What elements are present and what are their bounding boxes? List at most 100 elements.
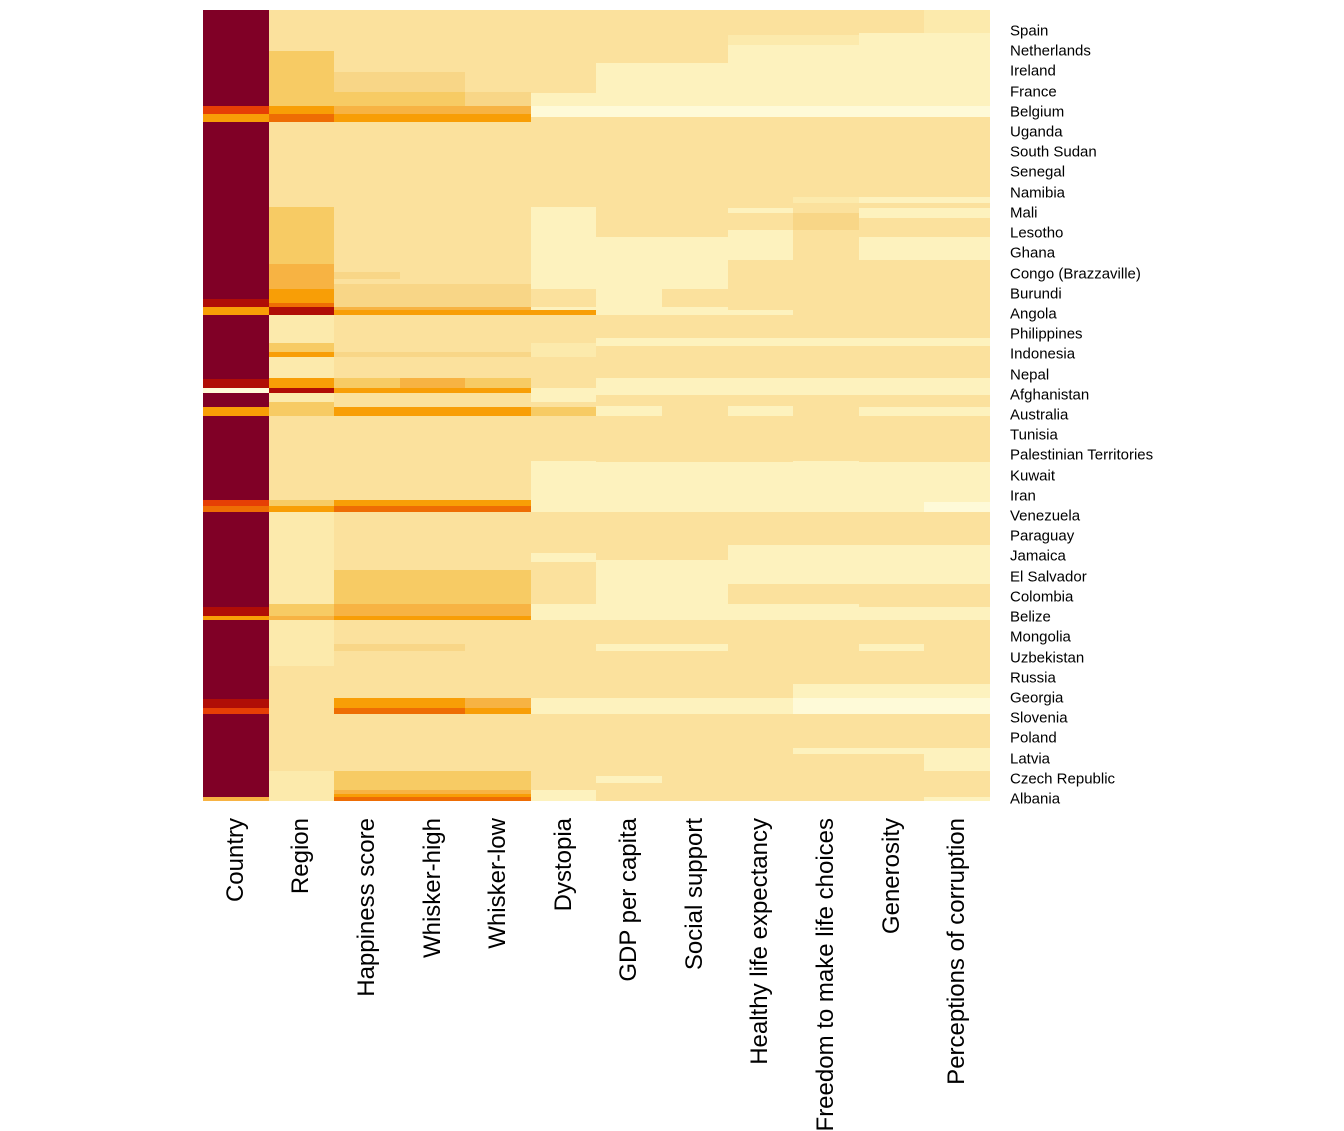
heatmap-cell: [334, 392, 401, 407]
heatmap-cell: [399, 789, 466, 794]
heatmap-cell: [465, 306, 532, 311]
heatmap-cell: [334, 794, 401, 798]
heatmap-cell: [334, 378, 401, 388]
heatmap-cell: [858, 748, 925, 754]
heatmap-cell: [793, 604, 860, 620]
heatmap-cell: [399, 771, 466, 790]
heatmap-cell: [334, 771, 401, 790]
heatmap-cell: [662, 10, 729, 64]
heatmap-cell: [268, 506, 335, 513]
heatmap-cell: [924, 10, 991, 34]
heatmap-cell: [399, 106, 466, 114]
heatmap-cell: [727, 208, 794, 214]
heatmap-column: [793, 0, 860, 802]
heatmap-cell: [727, 116, 794, 209]
heatmap-cell: [465, 499, 532, 506]
heatmap-cell: [924, 395, 991, 407]
heatmap-cell: [465, 570, 532, 604]
heatmap-cell: [662, 620, 729, 644]
heatmap-cell: [596, 462, 663, 513]
heatmap-cell: [399, 351, 466, 357]
heatmap-cell: [858, 462, 925, 513]
heatmap-cell: [268, 620, 335, 666]
heatmap-cell: [793, 346, 860, 379]
heatmap-cell: [203, 392, 270, 407]
heatmap-cell: [924, 218, 991, 237]
heatmap-cell: [268, 378, 335, 388]
heatmap-cell: [662, 306, 729, 315]
heatmap-column: [334, 0, 401, 802]
heatmap-cell: [334, 789, 401, 794]
heatmap-cell: [858, 106, 925, 117]
heatmap-cell: [858, 416, 925, 462]
heatmap-cell: [399, 698, 466, 708]
heatmap-cell: [334, 620, 401, 644]
heatmap-cell: [465, 392, 532, 407]
heatmap-cell: [596, 346, 663, 378]
heatmap-cell: [793, 378, 860, 395]
heatmap-cell: [858, 236, 925, 260]
heatmap-cell: [399, 570, 466, 604]
row-label: Mongolia: [1010, 628, 1071, 646]
heatmap-cell: [530, 356, 597, 388]
heatmap-cell: [924, 620, 991, 684]
heatmap-cell: [203, 606, 270, 616]
heatmap-cell: [924, 545, 991, 584]
heatmap-cell: [334, 114, 401, 122]
heatmap-cell: [596, 236, 663, 315]
heatmap-cell: [268, 512, 335, 604]
heatmap-cell: [334, 644, 401, 651]
heatmap-cell: [530, 789, 597, 802]
heatmap-cell: [399, 707, 466, 715]
heatmap-cell: [399, 121, 466, 284]
heatmap-cell: [793, 45, 860, 106]
heatmap-cell: [924, 502, 991, 513]
row-label: Georgia: [1010, 689, 1064, 707]
heatmap-cell: [465, 114, 532, 122]
heatmap-cell: [596, 698, 663, 715]
heatmap-cell: [465, 351, 532, 357]
row-label: France: [1010, 83, 1057, 101]
heatmap-cell: [268, 615, 335, 620]
heatmap-column: [596, 0, 663, 802]
heatmap-cell: [465, 416, 532, 500]
heatmap-cell: [399, 512, 466, 570]
heatmap-cell: [268, 351, 335, 357]
heatmap-cell: [727, 545, 794, 584]
heatmap-cell: [596, 620, 663, 644]
heatmap-cell: [858, 33, 925, 106]
heatmap-cell: [399, 392, 466, 407]
heatmap-cell: [793, 35, 860, 45]
heatmap-column: [268, 0, 335, 802]
heatmap-cell: [530, 106, 597, 117]
row-label: Ghana: [1010, 244, 1056, 262]
heatmap-cell: [334, 315, 401, 352]
col-label: Region: [287, 818, 315, 895]
heatmap-cell: [399, 797, 466, 802]
heatmap-cell: [465, 604, 532, 616]
heatmap-cell: [268, 307, 335, 315]
row-label: Burundi: [1010, 285, 1062, 303]
heatmap-cell: [727, 378, 794, 395]
heatmap-cell: [203, 387, 270, 393]
heatmap-cell: [858, 651, 925, 684]
heatmap-cell: [334, 698, 401, 708]
heatmap-cell: [727, 620, 794, 698]
heatmap-cell: [596, 714, 663, 776]
heatmap-cell: [924, 378, 991, 395]
row-label: Spain: [1010, 22, 1049, 40]
heatmap-cell: [858, 338, 925, 347]
heatmap-cell: [530, 343, 597, 357]
heatmap-cell: [399, 378, 466, 388]
heatmap-cell: [530, 10, 597, 93]
heatmap-cell: [596, 651, 663, 698]
heatmap-cell: [662, 512, 729, 560]
heatmap-cell: [465, 284, 532, 307]
heatmap-cell: [924, 236, 991, 260]
heatmap-cell: [334, 10, 401, 72]
heatmap-cell: [334, 71, 401, 92]
heatmap-cell: [662, 651, 729, 698]
heatmap-cell: [203, 797, 270, 802]
heatmap-cell: [727, 346, 794, 378]
heatmap-cell: [530, 416, 597, 461]
